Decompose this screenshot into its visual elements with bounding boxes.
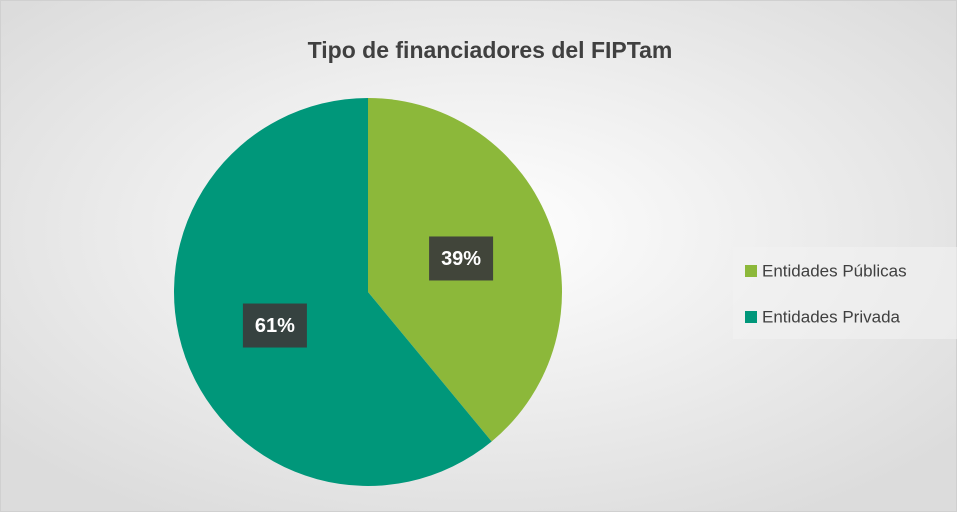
legend-background [733,247,957,339]
legend-label: Entidades Públicas [762,261,907,280]
pie-slice [173,98,492,486]
data-label-box [429,236,494,281]
legend-label: Entidades Privada [762,307,901,326]
legend-swatch [745,311,757,323]
chart-title: Tipo de financiadores del FIPTam [308,37,673,63]
data-label: 61% [255,315,295,337]
legend-swatch [745,265,757,277]
data-label-box [242,303,307,348]
data-label: 39% [441,248,481,270]
